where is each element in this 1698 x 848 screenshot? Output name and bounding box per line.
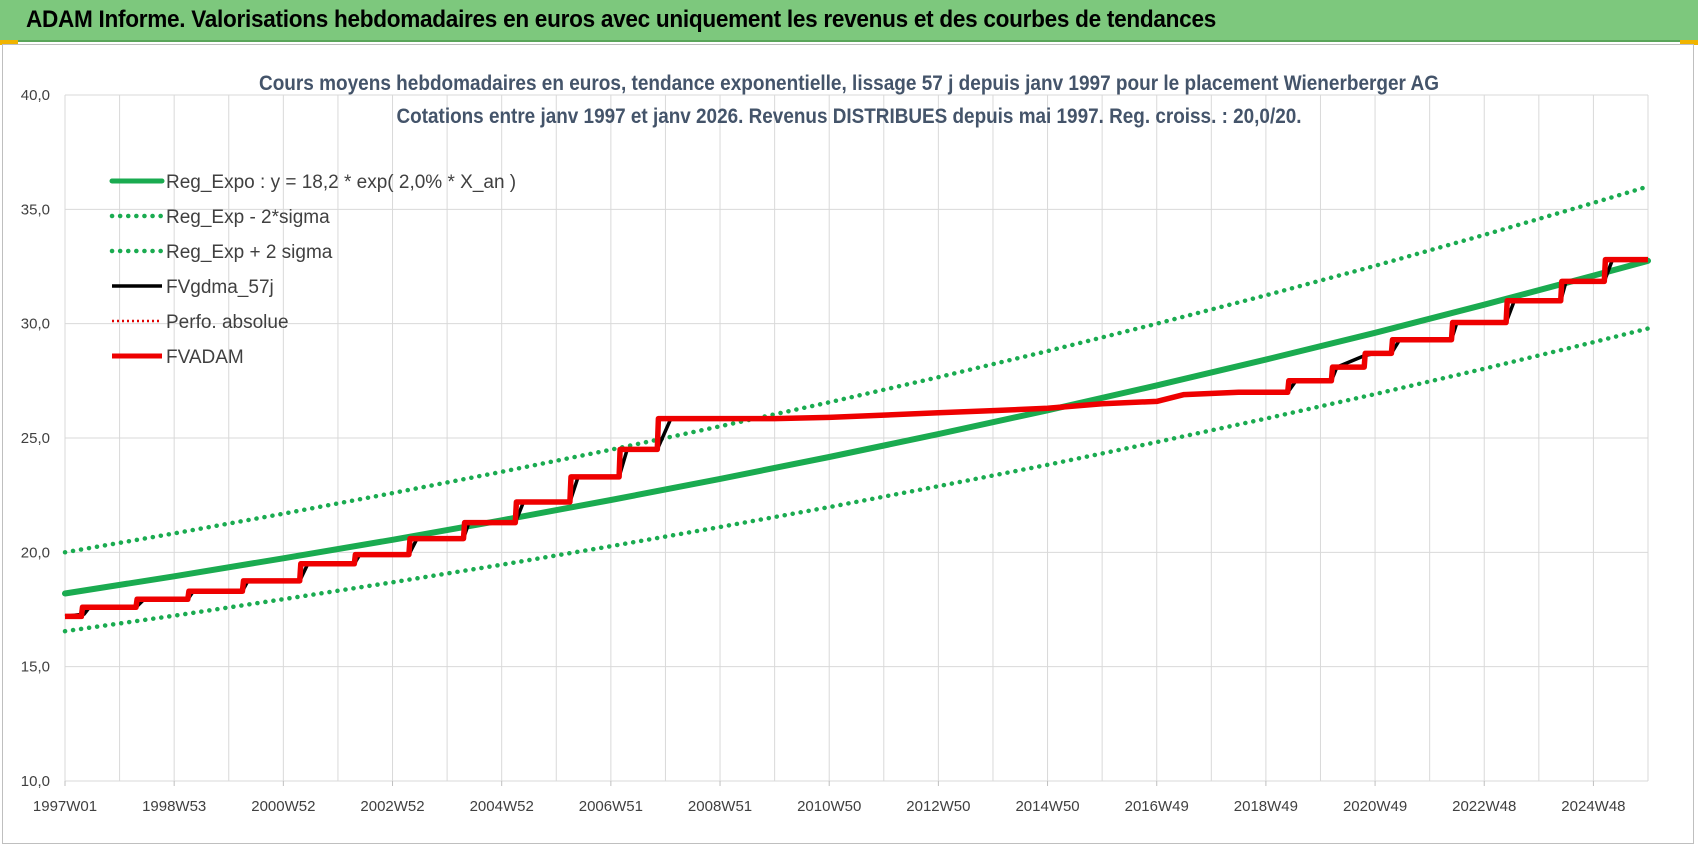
series-layer <box>62 184 1651 634</box>
x-tick-label: 1998W53 <box>142 798 206 815</box>
x-tick-label: 2022W48 <box>1452 798 1516 815</box>
legend-label-2: Reg_Exp - 2*sigma <box>166 207 330 228</box>
x-tick-label: 2020W49 <box>1343 798 1407 815</box>
chart-frame <box>2 44 1694 844</box>
legend-label-1: Reg_Expo : y = 18,2 * exp( 2,0% * X_an ) <box>166 172 516 193</box>
y-tick-label: 15,0 <box>21 659 50 676</box>
x-axis-ticks: 1997W01 1998W53 2000W52 2002W52 2004W52 2006W… <box>33 781 1626 815</box>
legend-label-3: Reg_Exp + 2 sigma <box>166 242 333 263</box>
x-tick-label: 2008W51 <box>688 798 752 815</box>
series-line-2 <box>62 326 1651 634</box>
corner-marker-left <box>0 40 18 45</box>
x-tick-label: 2006W51 <box>579 798 643 815</box>
x-tick-label: 2004W52 <box>470 798 534 815</box>
legend-label-5: Perfo. absolue <box>166 312 289 333</box>
x-tick-label: 2016W49 <box>1125 798 1189 815</box>
series-line-1 <box>62 257 1651 597</box>
chart-subtitle: Cotations entre janv 1997 et janv 2026. … <box>397 105 1302 128</box>
y-tick-label: 25,0 <box>21 430 50 447</box>
x-tick-label: 1997W01 <box>33 798 97 815</box>
y-tick-label: 10,0 <box>21 773 50 790</box>
legend-label-4: FVgdma_57j <box>166 277 274 298</box>
x-tick-label: 2010W50 <box>797 798 861 815</box>
series-line-6 <box>65 256 1648 620</box>
y-tick-label: 35,0 <box>21 201 50 218</box>
report-header: ADAM Informe. Valorisations hebdomadaire… <box>0 0 1698 42</box>
legend-label-6: FVADAM <box>166 347 244 368</box>
gridlines <box>64 94 1649 782</box>
x-tick-label: 2000W52 <box>251 798 315 815</box>
x-tick-label: 2014W50 <box>1015 798 1079 815</box>
chart-title: Cours moyens hebdomadaires en euros, ten… <box>259 72 1439 95</box>
y-tick-label: 40,0 <box>21 87 50 104</box>
report-title: ADAM Informe. Valorisations hebdomadaire… <box>26 6 1216 33</box>
x-tick-label: 2018W49 <box>1234 798 1298 815</box>
x-tick-label: 2024W48 <box>1561 798 1625 815</box>
corner-marker-right <box>1680 40 1698 45</box>
x-tick-label: 2012W50 <box>906 798 970 815</box>
legend: Reg_Expo : y = 18,2 * exp( 2,0% * X_an )… <box>109 172 516 368</box>
x-tick-label: 2002W52 <box>360 798 424 815</box>
series-line-3 <box>62 184 1651 555</box>
y-tick-label: 30,0 <box>21 316 50 333</box>
y-axis-ticks: 10,0 15,0 20,0 25,0 30,0 35,0 40,0 <box>21 87 50 790</box>
y-tick-label: 20,0 <box>21 544 50 561</box>
